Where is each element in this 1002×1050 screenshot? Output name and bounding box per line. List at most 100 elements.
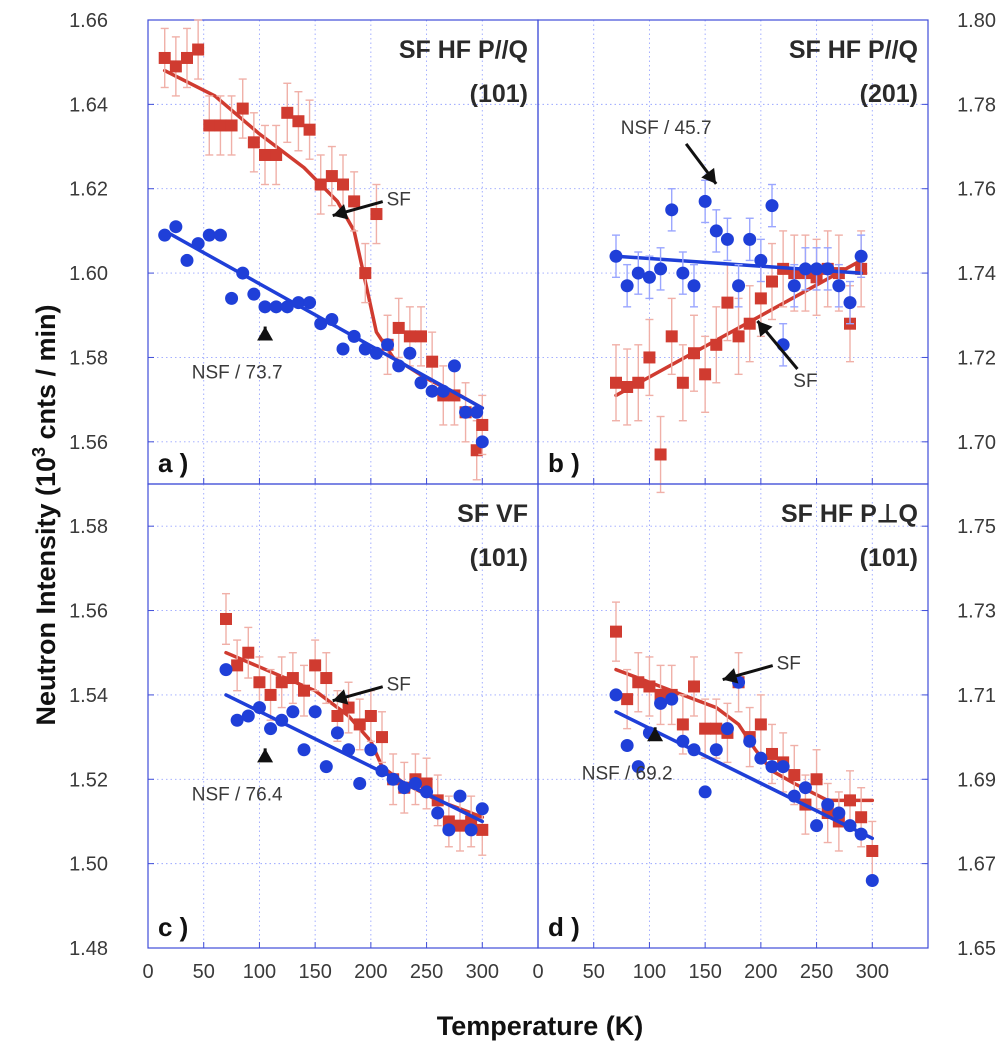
nsf-data-point: [225, 291, 239, 305]
nsf-data-point: [325, 312, 339, 326]
x-tick-label: 50: [583, 961, 605, 983]
nsf-data-point: [275, 713, 289, 727]
sf-data-point: [866, 844, 879, 857]
y-tick-label: 1.65: [957, 938, 996, 960]
annotation-nsf: NSF / 76.4: [192, 784, 283, 805]
sf-data-point: [632, 376, 645, 389]
nsf-data-point: [453, 789, 467, 803]
nsf-data-point: [832, 279, 846, 293]
panel-title: SF HF P//Q: [399, 36, 528, 64]
y-tick-label: 1.80: [957, 10, 996, 32]
nsf-data-point: [442, 823, 456, 837]
annotation-sf: SF: [793, 371, 817, 392]
sf-data-point: [309, 659, 322, 672]
sf-data-point: [476, 823, 489, 836]
nsf-data-point: [687, 279, 701, 293]
nsf-data-point: [414, 376, 428, 390]
sf-data-point: [169, 60, 182, 73]
y-tick-label: 1.64: [69, 94, 108, 116]
sf-data-point: [665, 330, 678, 343]
y-axis-label: Neutron Intensity (103 cnts / min): [29, 304, 61, 725]
nsf-data-point: [620, 739, 634, 753]
sf-data-point: [754, 292, 767, 305]
panel-frame: [537, 483, 929, 949]
x-tick-label: 200: [354, 961, 387, 983]
nsf-data-point: [665, 692, 679, 706]
series-nsf: [219, 663, 489, 837]
x-tick-label: 250: [410, 961, 443, 983]
sf-data-point: [376, 731, 388, 744]
x-tick-label: 300: [466, 961, 499, 983]
nsf-data-point: [425, 384, 439, 398]
nsf-data-point: [631, 760, 645, 774]
nsf-data-point: [280, 300, 294, 314]
nsf-data-point: [787, 789, 801, 803]
fit-line-nsf: [224, 693, 485, 824]
nsf-data-point: [408, 776, 422, 790]
sf-data-point: [286, 672, 299, 685]
nsf-data-point: [676, 734, 690, 748]
sf-data-point: [236, 102, 249, 115]
sf-data-point: [654, 448, 667, 461]
panel-title: (201): [860, 80, 918, 108]
fit-line-nsf: [614, 710, 875, 841]
sf-data-point: [359, 267, 372, 280]
sf-data-point: [331, 710, 344, 722]
nsf-data-point: [765, 199, 779, 213]
sf-data-point: [353, 718, 366, 731]
annotation-nsf: NSF / 45.7: [621, 118, 712, 139]
y-tick-label: 1.66: [69, 10, 108, 32]
nsf-data-point: [381, 338, 395, 352]
sf-data-point: [270, 148, 283, 161]
sf-data-point: [192, 43, 205, 56]
nsf-data-point: [369, 346, 383, 360]
sf-data-point: [688, 347, 700, 360]
sf-data-point: [688, 680, 700, 693]
nsf-data-point: [291, 296, 305, 310]
sf-data-point: [415, 330, 427, 343]
sf-data-point: [247, 136, 260, 149]
x-tick-label: 300: [856, 961, 889, 983]
panel-title: SF VF: [457, 500, 528, 528]
nsf-data-point: [358, 342, 372, 356]
nsf-data-point: [286, 705, 300, 719]
y-tick-label: 1.76: [957, 179, 996, 201]
nsf-data-point: [676, 266, 690, 280]
nsf-data-point: [447, 359, 461, 373]
nsf-data-point: [843, 819, 857, 833]
nsf-data-point: [247, 287, 261, 301]
nsf-data-point: [364, 743, 378, 757]
panel-title: (101): [470, 80, 528, 108]
panel-title: SF HF P//Q: [789, 36, 918, 64]
nsf-data-point: [854, 827, 868, 841]
nsf-data-point: [720, 232, 734, 246]
nsf-data-point: [252, 701, 266, 715]
nsf-data-point: [865, 874, 879, 888]
nsf-data-point: [403, 346, 417, 360]
nsf-data-point: [297, 743, 311, 757]
nsf-data-point: [219, 663, 233, 677]
annotation-arrow-head: [722, 668, 739, 684]
annotation-sf: SF: [387, 675, 411, 696]
sf-data-point: [203, 119, 216, 132]
nsf-data-point: [709, 743, 723, 757]
sf-data-point: [610, 376, 622, 389]
sf-data-point: [454, 819, 466, 832]
y-tick-label: 1.56: [69, 432, 108, 454]
sf-data-point: [766, 747, 778, 760]
sf-data-point: [610, 625, 622, 638]
sf-data-point: [732, 330, 745, 343]
sf-data-point: [621, 693, 634, 706]
sf-data-point: [292, 115, 305, 128]
panel-a: 1.56 1.58 1.60 1.62 1.64 1.66 SF HF P//Q (101) a…: [69, 10, 539, 485]
nsf-data-point: [475, 435, 489, 449]
sf-data-point: [298, 684, 310, 697]
nsf-data-point: [810, 819, 824, 833]
annotation-arrow-head: [332, 204, 349, 220]
sf-data-point: [370, 208, 383, 221]
series-nsf: [609, 179, 868, 367]
nsf-data-point: [336, 342, 350, 356]
nsf-data-point: [158, 228, 172, 242]
x-tick-label: 50: [193, 961, 215, 983]
annotation-arrow-head: [647, 727, 664, 742]
